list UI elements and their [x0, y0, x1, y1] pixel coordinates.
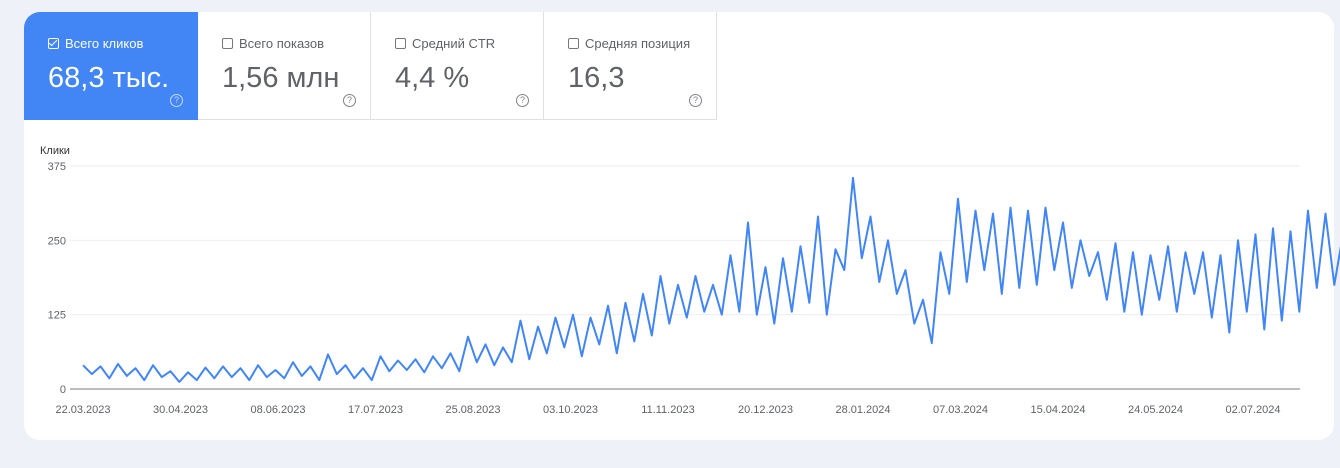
x-tick-label: 24.05.2024	[1128, 404, 1183, 416]
clicks-line	[82, 176, 1340, 383]
metric-label: Средний CTR	[412, 36, 496, 51]
checkbox-icon[interactable]	[568, 38, 579, 49]
metric-tile-ctr[interactable]: Средний CTR 4,4 % ?	[371, 12, 544, 120]
x-tick-label: 08.06.2023	[250, 404, 305, 416]
x-tick-label: 17.07.2023	[348, 404, 403, 416]
x-tick-label: 25.08.2023	[445, 404, 500, 416]
x-tick-label: 28.01.2024	[835, 404, 890, 416]
y-tick-label: 0	[60, 384, 66, 396]
metric-tiles: Всего кликов 68,3 тыс. ? Всего показов 1…	[24, 12, 717, 120]
checkbox-checked-icon[interactable]	[48, 38, 59, 49]
metric-value: 16,3	[568, 62, 625, 94]
help-icon[interactable]: ?	[516, 94, 529, 107]
x-tick-label: 22.03.2023	[55, 404, 110, 416]
y-tick-label: 125	[48, 310, 66, 322]
metric-label: Средняя позиция	[585, 36, 691, 51]
checkbox-icon[interactable]	[395, 38, 406, 49]
help-icon[interactable]: ?	[689, 94, 702, 107]
help-icon[interactable]: ?	[170, 94, 183, 107]
x-tick-label: 15.04.2024	[1030, 404, 1085, 416]
metric-value: 68,3 тыс.	[48, 62, 170, 94]
y-tick-label: 375	[48, 161, 66, 173]
x-tick-label: 30.04.2023	[153, 404, 208, 416]
metric-label: Всего показов	[239, 36, 324, 51]
x-tick-label: 07.03.2024	[933, 404, 988, 416]
checkbox-icon[interactable]	[222, 38, 233, 49]
metric-tile-clicks[interactable]: Всего кликов 68,3 тыс. ?	[24, 12, 198, 120]
help-icon[interactable]: ?	[343, 94, 356, 107]
x-tick-label: 02.07.2024	[1225, 404, 1280, 416]
metric-tile-impressions[interactable]: Всего показов 1,56 млн ?	[198, 12, 371, 120]
x-tick-label: 11.11.2023	[641, 404, 694, 416]
metric-value: 4,4 %	[395, 62, 470, 94]
y-axis-label: Клики	[40, 145, 70, 157]
metric-value: 1,56 млн	[222, 62, 340, 94]
metric-tile-position[interactable]: Средняя позиция 16,3 ?	[544, 12, 717, 120]
y-tick-label: 250	[48, 235, 66, 247]
metric-label: Всего кликов	[65, 36, 144, 51]
performance-card: Всего кликов 68,3 тыс. ? Всего показов 1…	[24, 12, 1334, 440]
x-tick-label: 03.10.2023	[543, 404, 598, 416]
x-tick-label: 20.12.2023	[738, 404, 793, 416]
